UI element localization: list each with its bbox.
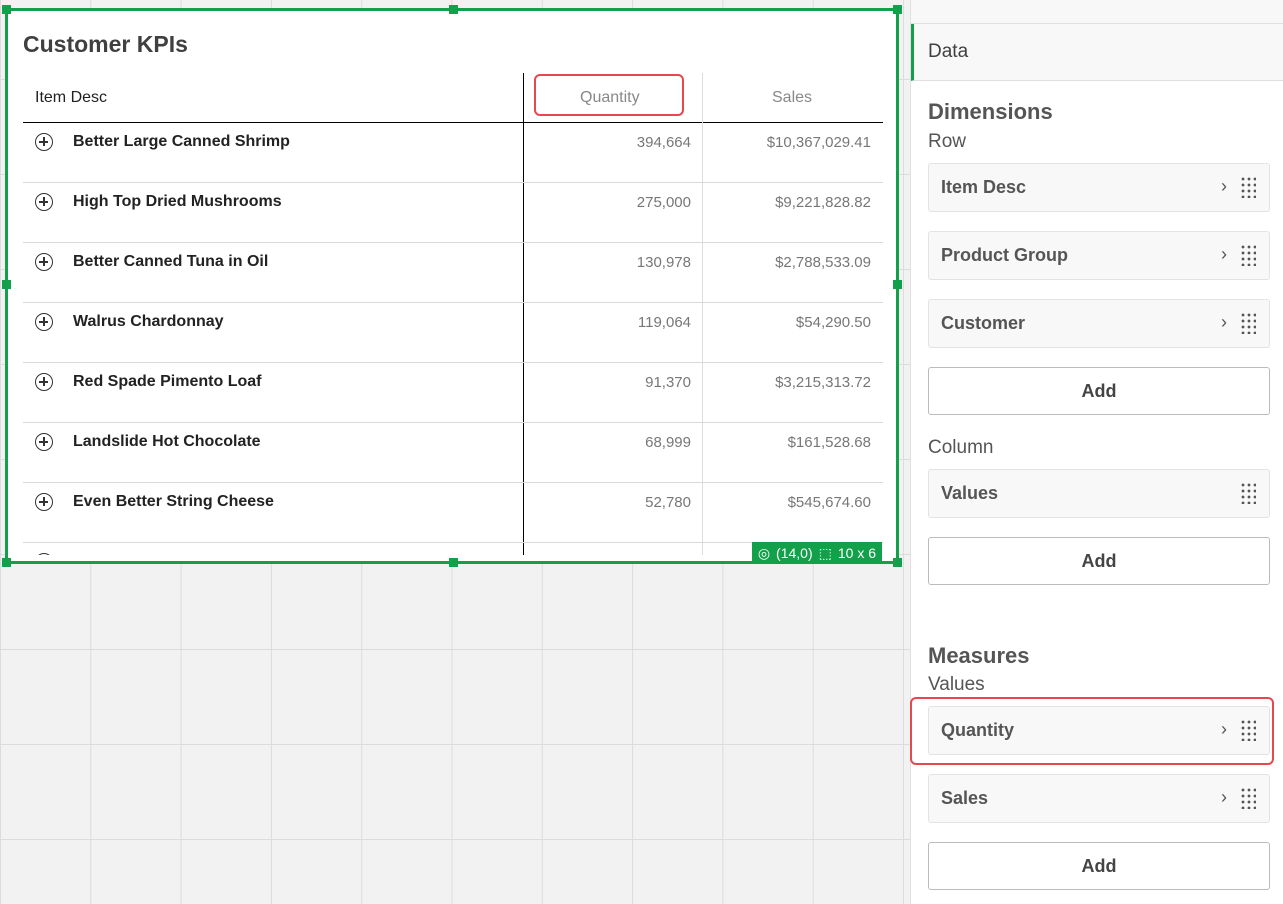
- quantity-cell: 68,999: [645, 434, 691, 451]
- table-row[interactable]: Even Better String Cheese 52,780 $545,67…: [23, 483, 883, 543]
- values-label: Values: [928, 674, 985, 695]
- resize-handle[interactable]: [893, 5, 902, 14]
- highlight-quantity-measure: [910, 697, 1274, 765]
- chevron-right-icon[interactable]: ›: [1221, 787, 1227, 807]
- drag-handle-icon[interactable]: [1240, 244, 1256, 266]
- expand-icon[interactable]: [35, 493, 53, 511]
- table-row[interactable]: High Top Dried Mushrooms 275,000 $9,221,…: [23, 183, 883, 243]
- column-divider: [702, 73, 703, 555]
- chevron-right-icon[interactable]: ›: [1221, 719, 1227, 739]
- properties-panel: Data Dimensions Row Item Desc › Product …: [910, 0, 1283, 904]
- field-label: Sales: [941, 788, 989, 808]
- drag-handle-icon[interactable]: [1240, 176, 1256, 198]
- highlight-quantity-header: [534, 74, 684, 116]
- add-column-button[interactable]: Add: [928, 537, 1270, 585]
- sales-cell: $161,528.68: [787, 434, 871, 451]
- resize-handle[interactable]: [2, 5, 11, 14]
- item-desc-cell: Even Better String Cheese: [73, 493, 274, 510]
- item-desc-cell: High Top Dried Mushrooms: [73, 193, 282, 210]
- target-icon: ◎: [757, 544, 771, 561]
- resize-handle[interactable]: [2, 280, 11, 289]
- drag-handle-icon[interactable]: [1240, 482, 1256, 504]
- resize-handle[interactable]: [893, 558, 902, 567]
- row-label: Row: [928, 131, 967, 152]
- chevron-right-icon[interactable]: ›: [1221, 244, 1227, 264]
- position-badge: ◎ (14,0) ⬚ 10 x 6: [751, 542, 882, 564]
- expand-icon[interactable]: [35, 373, 53, 391]
- header-sales[interactable]: Sales: [772, 89, 813, 106]
- tab-data[interactable]: Data: [911, 24, 1283, 81]
- resize-handle[interactable]: [893, 280, 902, 289]
- panel-top: [911, 0, 1283, 24]
- field-measure[interactable]: Quantity ›: [928, 706, 1270, 755]
- chevron-right-icon[interactable]: ›: [1221, 176, 1227, 196]
- grid-position: (14,0): [776, 545, 813, 561]
- resize-handle[interactable]: [449, 5, 458, 14]
- item-desc-cell: Red Spade Pimento Loaf: [73, 373, 262, 390]
- chart-title: Customer KPIs: [23, 31, 188, 57]
- measures-heading: Measures: [928, 643, 1030, 668]
- drag-handle-icon[interactable]: [1240, 787, 1256, 809]
- expand-icon[interactable]: [35, 313, 53, 331]
- drag-handle-icon[interactable]: [1240, 719, 1256, 741]
- size-icon: ⬚: [818, 544, 832, 561]
- item-desc-cell: Better Canned Tuna in Oil: [73, 253, 269, 270]
- expand-icon[interactable]: [35, 193, 53, 211]
- item-desc-cell: Better Large Canned Shrimp: [73, 133, 290, 150]
- field-measure[interactable]: Sales ›: [928, 774, 1270, 823]
- expand-icon[interactable]: [35, 133, 53, 151]
- expand-icon[interactable]: [35, 433, 53, 451]
- table-chart[interactable]: Customer KPIs Item Desc Quantity Sales B…: [2, 5, 902, 567]
- sales-cell: $54,290.50: [795, 314, 871, 331]
- field-label: Values: [941, 483, 999, 503]
- quantity-cell: 275,000: [636, 194, 691, 211]
- field-dimension[interactable]: Customer ›: [928, 299, 1270, 348]
- resize-handle[interactable]: [449, 558, 458, 567]
- field-label: Customer: [941, 313, 1026, 333]
- quantity-cell: 394,664: [636, 134, 691, 151]
- sales-cell: $9,221,828.82: [775, 194, 871, 211]
- field-values[interactable]: Values: [928, 469, 1270, 518]
- table-header: Item Desc Quantity Sales: [23, 73, 883, 123]
- field-dimension[interactable]: Product Group ›: [928, 231, 1270, 280]
- quantity-cell: 119,064: [637, 314, 691, 331]
- item-desc-cell: Walrus Chardonnay: [73, 313, 224, 330]
- table-row[interactable]: Better Canned Tuna in Oil 130,978 $2,788…: [23, 243, 883, 303]
- quantity-cell: 91,370: [645, 374, 691, 391]
- item-desc-cell: Landslide Hot Chocolate: [73, 433, 261, 450]
- quantity-cell: 52,780: [645, 494, 691, 511]
- quantity-cell: 130,978: [636, 254, 691, 271]
- table-row[interactable]: Landslide Hot Chocolate 68,999 $161,528.…: [23, 423, 883, 483]
- add-measure-button[interactable]: Add: [928, 842, 1270, 890]
- add-row-dimension-button[interactable]: Add: [928, 367, 1270, 415]
- field-label: Quantity: [941, 720, 1015, 740]
- expand-icon[interactable]: [35, 253, 53, 271]
- header-quantity[interactable]: Quantity: [580, 89, 640, 106]
- data-table: Item Desc Quantity Sales Better Large Ca…: [23, 73, 883, 555]
- column-label: Column: [928, 437, 994, 458]
- table-row[interactable]: Red Spade Pimento Loaf 91,370 $3,215,313…: [23, 363, 883, 423]
- expand-icon[interactable]: [35, 553, 53, 555]
- dimensions-heading: Dimensions: [928, 99, 1053, 124]
- field-label: Item Desc: [941, 177, 1027, 197]
- table-row[interactable]: Walrus Chardonnay 119,064 $54,290.50: [23, 303, 883, 363]
- resize-handle[interactable]: [2, 558, 11, 567]
- field-label: Product Group: [941, 245, 1068, 265]
- sales-cell: $2,788,533.09: [775, 254, 871, 271]
- column-divider: [523, 73, 524, 555]
- sales-cell: $3,215,313.72: [775, 374, 871, 391]
- chevron-right-icon[interactable]: ›: [1221, 312, 1227, 332]
- sales-cell: $545,674.60: [787, 494, 871, 511]
- table-row[interactable]: Better Large Canned Shrimp 394,664 $10,3…: [23, 123, 883, 183]
- sales-cell: $10,367,029.41: [766, 134, 871, 151]
- grid-size: 10 x 6: [837, 545, 876, 561]
- field-dimension[interactable]: Item Desc ›: [928, 163, 1270, 212]
- table-row[interactable]: [23, 543, 883, 555]
- drag-handle-icon[interactable]: [1240, 312, 1256, 334]
- header-item-desc[interactable]: Item Desc: [35, 89, 108, 106]
